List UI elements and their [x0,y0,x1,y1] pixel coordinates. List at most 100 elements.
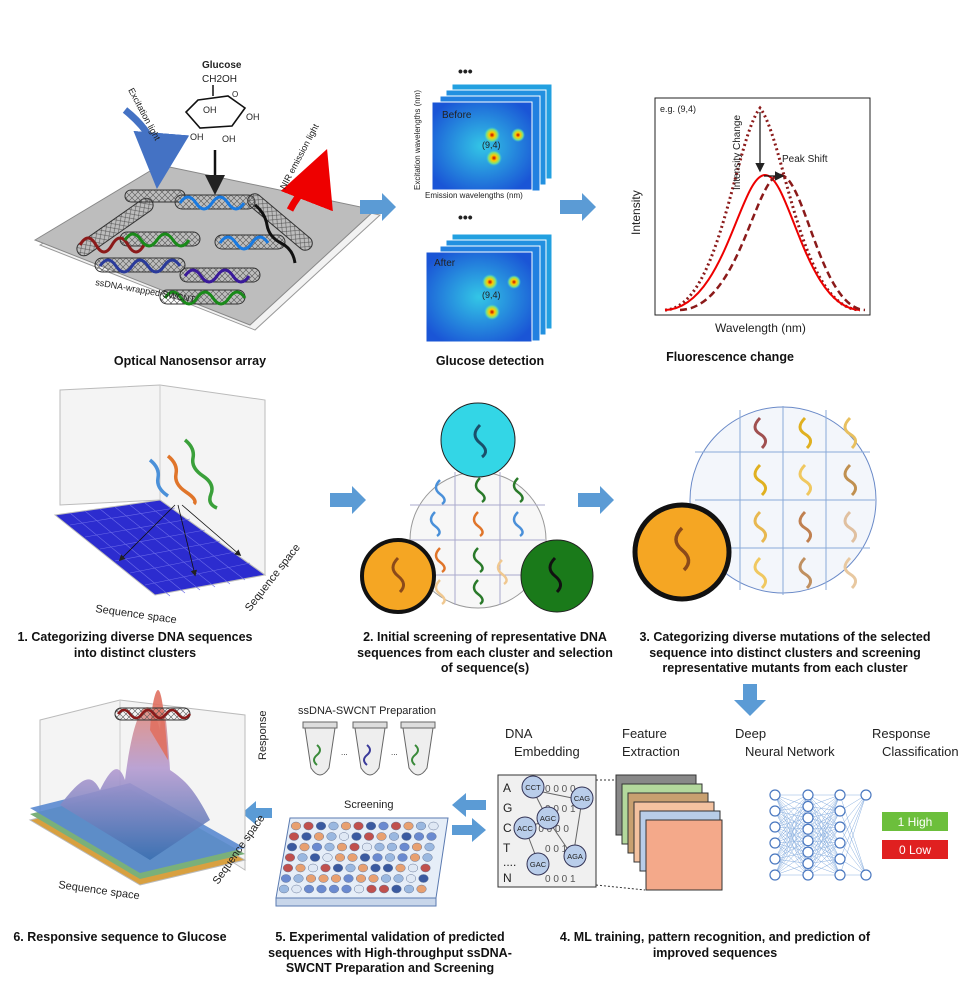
codon-label: AGA [567,852,583,861]
plate-well [299,842,310,852]
sequence-grid [53,499,267,596]
nn-node [769,837,781,849]
feature-word2: Extraction [622,744,680,759]
peak-label-before: (9,4) [482,140,501,150]
dots-top: ••• [458,63,473,79]
plate-well [355,874,367,883]
plate-well [386,842,398,852]
arrow-step5-to-6 [242,801,272,825]
plate-well [330,874,342,883]
panel3-caption: Fluorescence change [666,350,794,364]
codon-label: AGC [540,814,557,823]
plate-well [391,884,402,894]
dnn-word1: Deep [735,726,766,741]
matrix-digits: 0 0 0 1 [545,804,576,815]
xlabel-heatmap: Emission wavelengths (nm) [425,191,523,200]
intensity-change-label: Intensity Change [732,115,743,190]
arrow-step2-to-3 [578,486,614,514]
plate-well [303,821,314,831]
arrow-2-to-3 [560,193,596,221]
plate-well [290,821,302,831]
nn-node [802,846,814,858]
plate-well [305,874,317,883]
plate-well [311,842,323,852]
embedding-letter: G [503,801,512,815]
plate-well [324,842,335,852]
prep-label: ssDNA-SWCNT Preparation [298,705,436,717]
plate-well [397,853,408,862]
step3-mutant-screening [632,406,877,602]
plate-well [390,821,402,831]
plate-well [424,842,435,852]
embedding-letter: A [503,781,511,795]
fluorescence-panel: e.g. (9,4) Intensity Change Peak Shift I… [629,97,871,335]
glucose-detection-panel: ••• Before (9,4) Excitation wavelengths … [413,63,553,343]
plate-well [361,842,373,852]
codon-label: CAG [574,794,590,803]
response-peaks [60,707,210,860]
plate-well [309,853,321,862]
dna-embedding-word2: Embedding [514,744,580,759]
dnn-word2: Neural Network [745,744,835,759]
embedding-letter: .... [503,855,516,869]
plate-well [347,853,358,862]
peak-shift-label: Peak Shift [782,154,828,165]
plate-well [378,884,390,894]
plate-well [297,853,308,862]
high-class-box [882,812,948,831]
plate-well [316,884,327,894]
plate-well [318,874,329,883]
plate-well [345,863,356,873]
low-class-box [882,840,948,859]
step6-axis-x: Sequence space [58,879,141,902]
fluorescence-plot-frame [654,97,871,316]
nn-node [834,853,846,865]
plate-well [301,832,312,841]
plate-well [415,821,427,831]
plate-well [340,821,352,831]
oh-label-3: OH [190,132,204,142]
oh-label-4: OH [222,134,236,144]
high-class-label: 1 High [898,815,933,829]
step2-caption: 2. Initial screening of representative D… [357,630,613,676]
plate-well [388,832,400,841]
plate-well [380,874,392,883]
plate-well [416,884,427,894]
dna-embedding-word1: DNA [505,726,533,741]
panel1-caption: Optical Nanosensor array [113,354,267,368]
nn-node [769,805,781,817]
matrix-digits: 0 0 0 1 [545,874,576,885]
nn-node [802,869,814,881]
plate-well [357,863,369,873]
arrow-step3-to-4 [734,684,766,716]
plate-well [278,884,290,894]
codon-label: CCT [525,783,541,792]
nir-emission-arrow [280,148,333,212]
plate-well [426,832,437,841]
tubes: ... ... [302,721,436,776]
plate-well [293,874,304,883]
ring-o-label: O [232,90,238,99]
dots-bottom: ••• [458,209,473,225]
plate-well [393,874,404,883]
plate-well [338,832,350,841]
plate-well [403,821,414,831]
nn-node [769,821,781,833]
nn-node [802,800,814,813]
glucose-label: Glucose [202,60,242,71]
plate-well [363,832,375,841]
ylabel-heatmap: Excitation wavelengths (nm) [413,90,422,190]
plate-well [343,874,354,883]
example-label: e.g. (9,4) [660,104,696,114]
ch2oh-label: CH2OH [202,74,237,85]
plate-well [403,884,415,894]
response-axis-label: Response [257,710,269,760]
neural-network [769,789,872,881]
plate-well [428,821,439,831]
before-label: Before [442,110,472,121]
oh-label-1: OH [203,105,217,115]
step2-cluster-screening [360,402,594,614]
step6-response-landscape: Response Sequence space Sequence space [28,690,269,902]
plate-well [320,863,331,873]
